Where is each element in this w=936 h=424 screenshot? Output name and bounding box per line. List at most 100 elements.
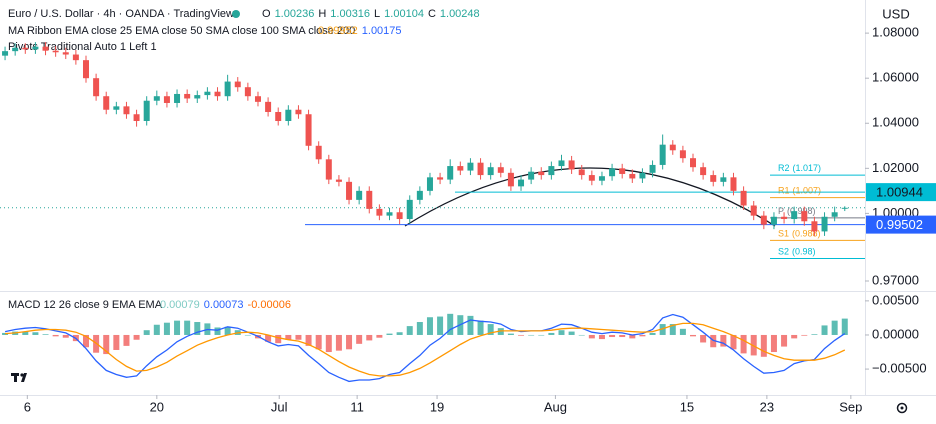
histogram-bar [558,330,565,335]
histogram-bar [528,334,535,336]
candle-body [558,160,565,167]
candle-body [477,162,484,176]
legend-value: 1.00236 [275,8,315,20]
histogram-bar [578,334,585,336]
rounding-arc [404,167,776,227]
legend-value: -0.00006 [248,299,291,311]
candle-body [821,216,828,232]
legend-values: 0.99952 1.00175 [318,25,402,37]
candle-body [497,167,504,173]
currency-unit[interactable]: USD [882,6,909,21]
candle-body [619,168,626,174]
histogram-bar [22,331,29,335]
candle-body [265,101,272,112]
candle-body [275,111,282,122]
candle-body [143,100,150,122]
legend-value: 1.00248 [440,8,480,20]
candle-body [588,175,595,181]
pivot-label: S2 (0.98) [778,247,816,257]
histogram-bar [325,334,332,353]
candle-body [538,171,545,176]
candle-body [52,50,59,53]
candle-body [518,179,525,187]
candle-body [700,167,707,176]
histogram-bar [690,334,697,337]
histogram-bar [437,316,444,335]
histogram-bar [507,333,514,335]
candle-body [841,207,848,209]
histogram-bar [588,334,595,339]
candle-body [285,109,292,122]
level-price-box [866,183,936,202]
histogram-bar [356,334,363,344]
candle-body [174,93,181,103]
histogram-bar [770,334,777,353]
level-price-label: 0.99502 [876,217,923,232]
histogram-bar [386,333,393,335]
histogram-bar [619,334,626,338]
histogram-bar [113,334,120,350]
candle-body [214,91,221,97]
legend-value: 0.00079 [160,299,200,311]
histogram-bar [649,332,656,335]
pivot-value-label: (0.988) [792,229,821,239]
histogram-bar [598,334,605,340]
candle-body [770,216,777,225]
candle-body [437,177,444,180]
histogram-bar [659,324,666,335]
x-tick-label: Aug [544,399,567,414]
y-tick-label: 1.06000 [872,70,919,85]
candle-body [639,172,646,179]
histogram-bar [669,324,676,335]
candle-body [548,166,555,176]
legend-values: 0.00079 0.00073 -0.00006 [160,299,291,311]
candle-body [760,215,767,225]
macd-title: MACD 12 26 close 9 EMA EMA [8,299,163,311]
pivot-label: R1 (1.007) [778,186,821,196]
y-tick-label: −0.00500 [872,361,927,376]
x-tick-label: 11 [350,399,364,414]
candle-body [93,78,100,97]
candle-body [568,160,575,170]
histogram-bar [568,331,575,335]
histogram-bar [52,334,59,337]
histogram-bar [315,334,322,350]
legend-value: 1.00316 [330,8,370,20]
candle-body [609,168,616,177]
legend-value: 1.00104 [384,8,424,20]
histogram-bar [62,334,69,338]
symbol-title: Euro / U.S. Dollar · 4h · OANDA · Tradin… [8,8,234,20]
histogram-bar [730,334,737,350]
settings-icon[interactable] [896,402,908,414]
candle-body [123,106,130,115]
histogram-bar [346,334,353,350]
histogram-bar [103,334,110,355]
histogram-bar [629,334,636,339]
candle-body [507,172,514,187]
candle-body [184,93,191,99]
x-tick-label: 15 [680,399,694,414]
level-price-box [866,215,936,234]
candle-body [457,166,464,171]
histogram-bar [841,318,848,335]
histogram-bar [133,334,140,340]
market-status [232,10,240,18]
x-tick-label: 23 [760,399,774,414]
pivot-name: R2 [778,163,790,173]
histogram-bar [710,334,717,348]
candle-body [204,91,211,96]
histogram-bar [639,334,646,337]
histogram-bar [518,334,525,336]
histogram-bar [831,320,838,335]
pivot-name: S1 [778,229,789,239]
histogram-bar [801,334,808,336]
x-tick-label: 6 [24,399,31,414]
histogram-bar [548,332,555,335]
candle-body [831,212,838,217]
candle-body [366,190,373,209]
histogram-bar [609,334,616,338]
legend-value: C [428,8,436,20]
histogram-bar [224,326,231,335]
legend-value: 1.00175 [362,25,402,37]
